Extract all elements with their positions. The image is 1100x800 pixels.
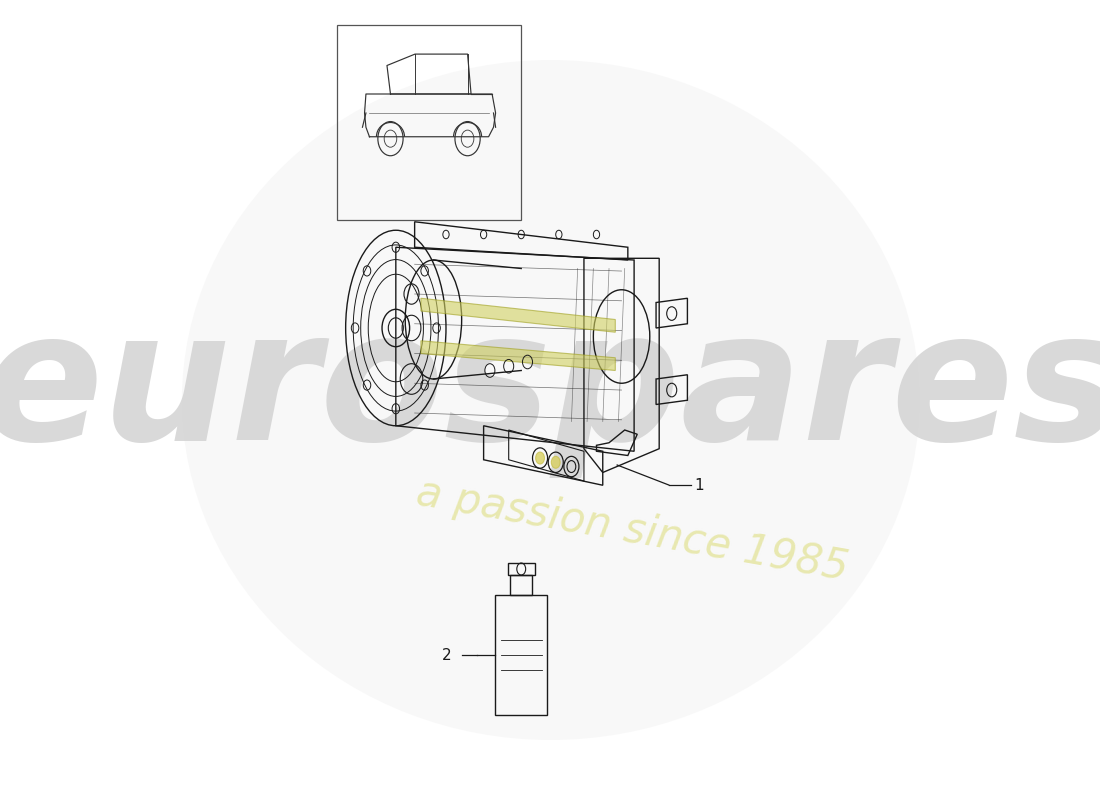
- Bar: [337, 25, 521, 220]
- Text: eurospares: eurospares: [0, 302, 1100, 478]
- Bar: [508, 563, 535, 575]
- Text: a passion since 1985: a passion since 1985: [412, 471, 851, 589]
- Text: 1: 1: [694, 478, 704, 493]
- Polygon shape: [421, 298, 615, 332]
- Bar: [495, 595, 547, 715]
- Ellipse shape: [182, 60, 920, 740]
- Text: 2: 2: [441, 647, 451, 662]
- Bar: [510, 575, 532, 595]
- Polygon shape: [421, 341, 615, 370]
- Circle shape: [536, 452, 544, 464]
- Circle shape: [551, 456, 560, 468]
